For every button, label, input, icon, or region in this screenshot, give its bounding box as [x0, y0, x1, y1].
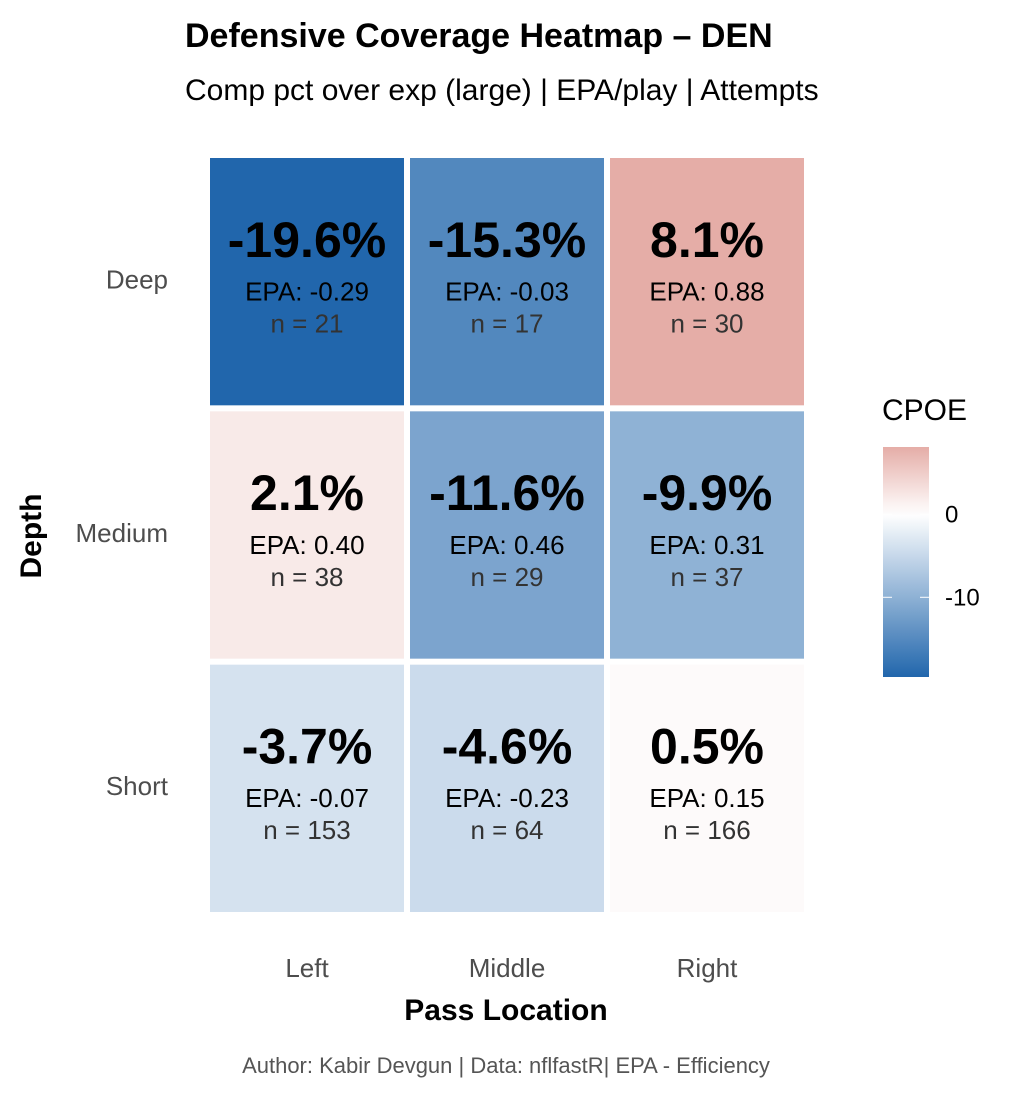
x-tick-label: Left — [285, 953, 329, 983]
cell-epa-label: EPA: -0.23 — [445, 783, 569, 813]
cell-epa-label: EPA: 0.88 — [649, 277, 764, 307]
cell-epa-label: EPA: -0.29 — [245, 277, 369, 307]
cell-epa-label: EPA: 0.46 — [449, 530, 564, 560]
chart-subtitle: Comp pct over exp (large) | EPA/play | A… — [185, 74, 819, 107]
cell-epa-label: EPA: -0.07 — [245, 783, 369, 813]
colorbar-tick-label: -10 — [945, 585, 980, 612]
y-tick-label: Deep — [106, 265, 168, 295]
colorbar-tick-label: 0 — [945, 502, 958, 529]
cell-value-label: -3.7% — [242, 719, 373, 775]
chart-title: Defensive Coverage Heatmap – DEN — [185, 17, 773, 55]
cell-n-label: n = 17 — [470, 309, 543, 339]
x-axis-title: Pass Location — [404, 994, 607, 1027]
cell-n-label: n = 21 — [270, 309, 343, 339]
cell-value-label: -11.6% — [429, 465, 585, 521]
heatmap-cell — [410, 664, 604, 912]
x-tick-label: Middle — [469, 953, 546, 983]
heatmap-cell — [610, 411, 804, 659]
x-tick-label: Right — [677, 953, 738, 983]
cell-value-label: -15.3% — [428, 212, 586, 268]
cell-n-label: n = 37 — [670, 562, 743, 592]
cell-n-label: n = 64 — [470, 815, 543, 845]
heatmap-cell — [410, 411, 604, 659]
legend-title: CPOE — [882, 394, 967, 427]
heatmap-cell — [210, 158, 404, 406]
heatmap-cell — [610, 158, 804, 406]
cell-n-label: n = 29 — [470, 562, 543, 592]
heatmap-cell — [410, 158, 604, 406]
colorbar — [883, 447, 929, 677]
cell-n-label: n = 30 — [670, 309, 743, 339]
cell-n-label: n = 38 — [270, 562, 343, 592]
cell-value-label: 0.5% — [650, 719, 764, 775]
heatmap-cell — [210, 664, 404, 912]
y-axis-title: Depth — [15, 494, 48, 579]
cell-epa-label: EPA: -0.03 — [445, 277, 569, 307]
cell-epa-label: EPA: 0.15 — [649, 783, 764, 813]
cell-n-label: n = 166 — [663, 815, 750, 845]
cell-epa-label: EPA: 0.40 — [249, 530, 364, 560]
caption: Author: Kabir Devgun | Data: nflfastR| E… — [242, 1053, 770, 1078]
cell-epa-label: EPA: 0.31 — [649, 530, 764, 560]
cell-value-label: 2.1% — [250, 465, 364, 521]
cell-n-label: n = 153 — [263, 815, 350, 845]
y-tick-label: Medium — [76, 518, 168, 548]
cell-value-label: 8.1% — [650, 212, 764, 268]
heatmap-cell — [610, 664, 804, 912]
y-tick-label: Short — [106, 771, 169, 801]
cell-value-label: -9.9% — [642, 465, 773, 521]
cell-value-label: -19.6% — [228, 212, 386, 268]
cell-value-label: -4.6% — [442, 719, 573, 775]
heatmap-cell — [210, 411, 404, 659]
